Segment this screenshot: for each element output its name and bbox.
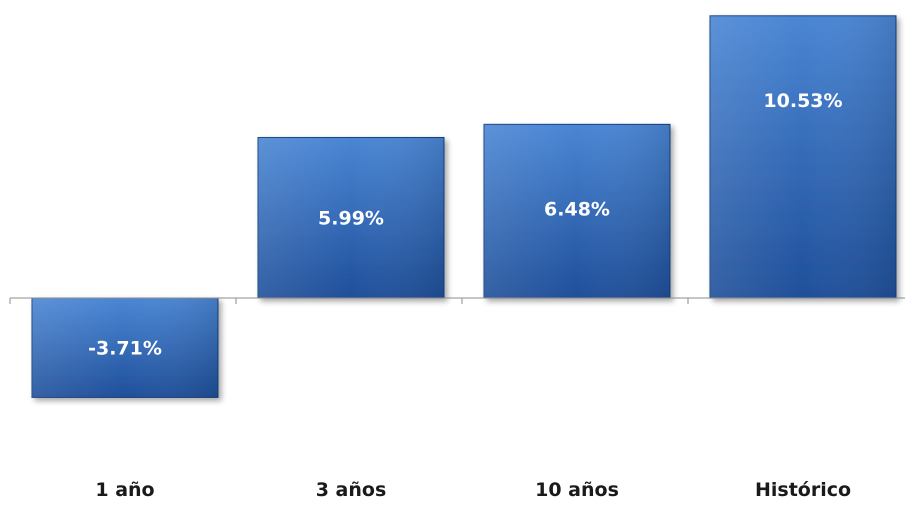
x-tick-label: 1 año <box>95 479 154 501</box>
labels-layer: -3.71% 1 año 5.99% 3 años 6.48% 10 años 10.53%… <box>88 90 851 501</box>
data-label: 10.53% <box>763 90 842 112</box>
data-label: 6.48% <box>544 198 610 220</box>
bar-shine <box>32 298 218 398</box>
bars-layer <box>31 15 897 398</box>
data-label: -3.71% <box>88 338 162 360</box>
x-tick-label: 10 años <box>535 479 619 501</box>
axis-layer <box>9 297 905 304</box>
bar-group <box>483 123 671 299</box>
bar-shine <box>710 15 896 299</box>
x-tick-label: 3 años <box>316 479 387 501</box>
bar-group <box>709 15 897 299</box>
bar-group <box>31 297 219 398</box>
bar-shine <box>258 137 444 298</box>
data-label: 5.99% <box>318 208 384 230</box>
bar-group <box>257 136 445 299</box>
x-tick-label: Histórico <box>755 479 851 501</box>
bar-shine <box>484 124 670 298</box>
